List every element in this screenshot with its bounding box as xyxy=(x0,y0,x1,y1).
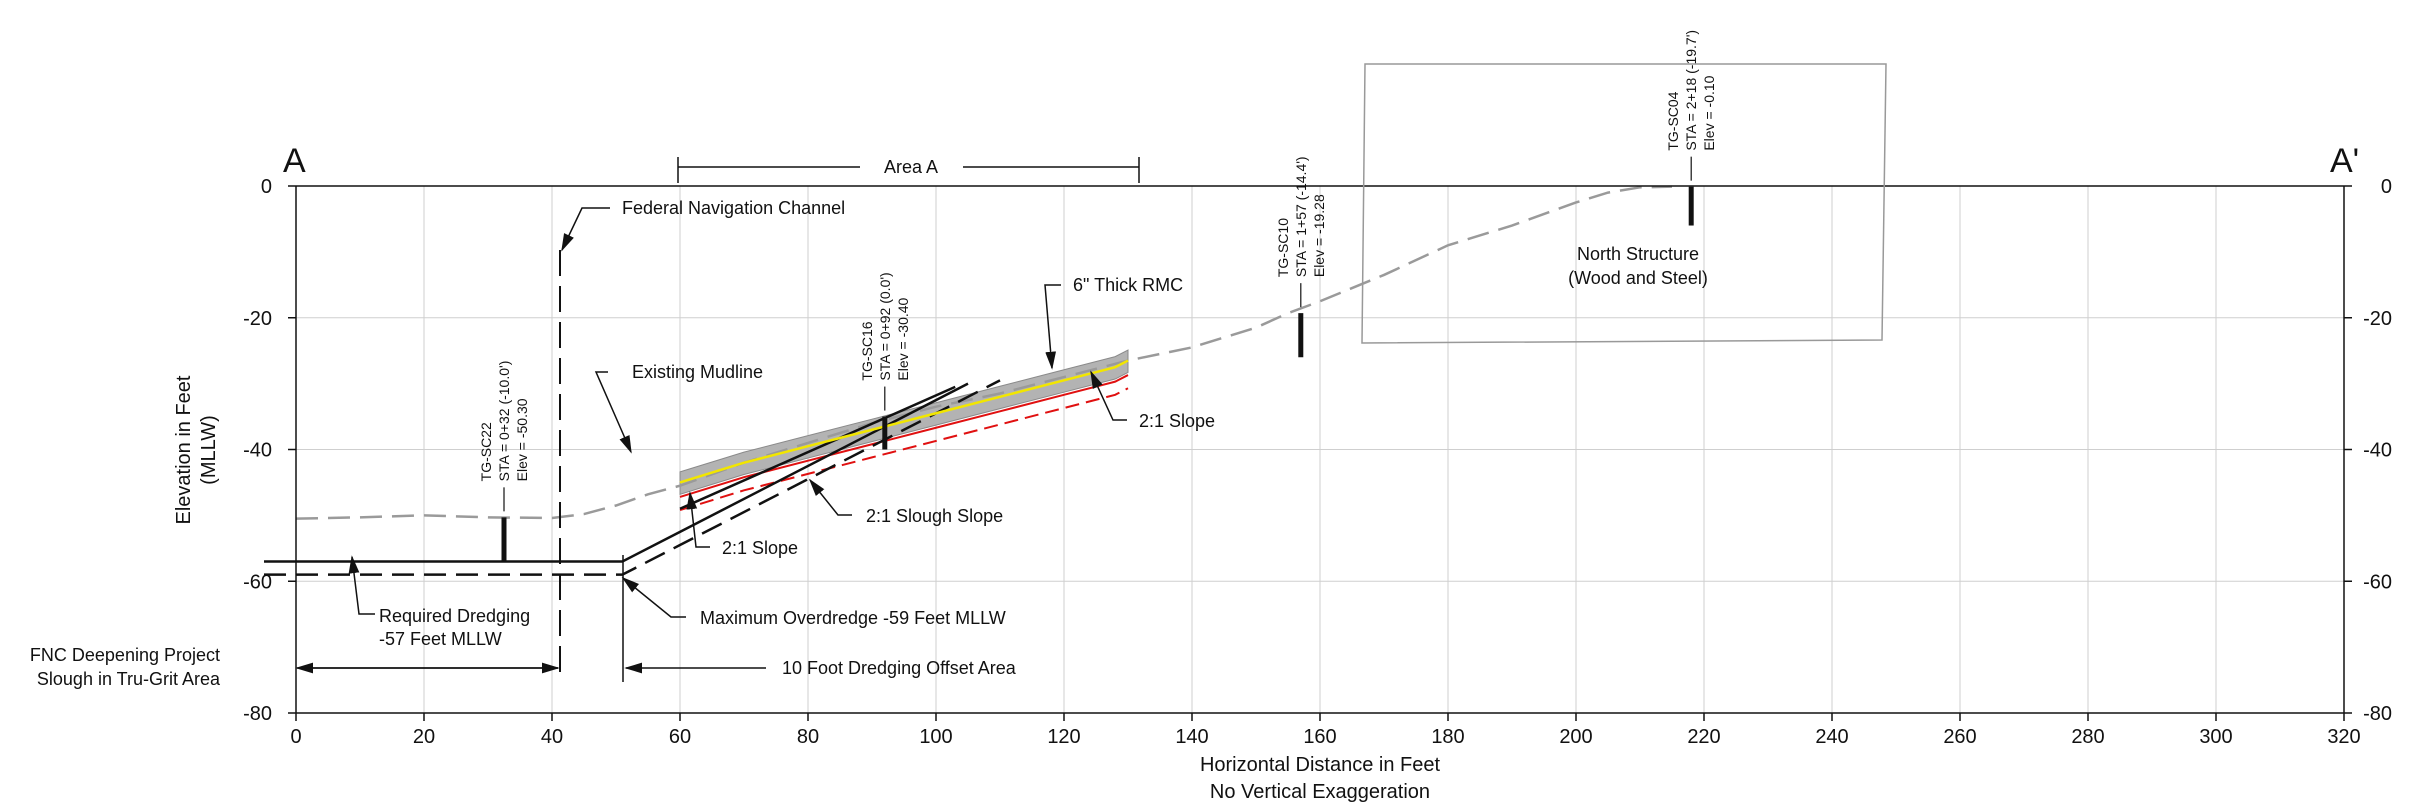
y-tick-label-right: 0 xyxy=(2381,176,2392,198)
boring-label: Elev = -30.40 xyxy=(895,297,911,380)
x-tick-label: 140 xyxy=(1175,726,1208,748)
x-tick-label: 80 xyxy=(797,726,819,748)
north-structure: North Structure (Wood and Steel) xyxy=(1361,63,1887,344)
y-tick-label-left: -60 xyxy=(243,571,272,593)
series-line-2-1-slough-slope xyxy=(679,385,956,510)
series-line-required-dredging xyxy=(264,382,969,563)
grid xyxy=(296,186,2344,713)
boring-label-group: TG-SC16 STA = 0+92 (0.0') Elev = -30.40 xyxy=(859,272,911,380)
x-tick-label: 200 xyxy=(1559,726,1592,748)
existing-mudline-label: Existing Mudline xyxy=(632,362,763,382)
x-axis-title-1: Horizontal Distance in Feet xyxy=(1200,754,1441,776)
boring-label-group: TG-SC10 STA = 1+57 (-14.4') Elev = -19.28 xyxy=(1275,156,1327,277)
x-tick-label: 240 xyxy=(1815,726,1848,748)
x-tick-label: 260 xyxy=(1943,726,1976,748)
leaders xyxy=(295,207,1127,674)
x-axis-title-2: No Vertical Exaggeration xyxy=(1210,781,1430,803)
axis-ticks: 0 20 40 60 80 100 120 140 160 180 200 220 240 260 280 3… xyxy=(243,176,2392,748)
y-axis-title-2: (MLLW) xyxy=(198,415,220,485)
boring-label: Elev = -50.30 xyxy=(514,398,530,481)
slough-slope-label: 2:1 Slough Slope xyxy=(866,506,1003,526)
north-structure-label-2: (Wood and Steel) xyxy=(1568,268,1708,288)
x-tick-label: 60 xyxy=(669,726,691,748)
x-tick-label: 40 xyxy=(541,726,563,748)
area-a-label: Area A xyxy=(884,157,938,177)
section-label-left: A xyxy=(283,142,306,180)
borings: TG-SC22 STA = 0+32 (-10.0') Elev = -50.30T… xyxy=(478,30,1717,562)
fnc-label-1: FNC Deepening Project xyxy=(30,645,220,665)
federal-channel-label: Federal Navigation Channel xyxy=(622,198,845,218)
rmc-red-dashed-line xyxy=(679,387,1129,512)
y-axis-title-1: Elevation in Feet xyxy=(173,375,195,524)
y-tick-label-right: -60 xyxy=(2363,571,2392,593)
boring-label: TG-SC22 xyxy=(478,422,494,481)
x-tick-label: 100 xyxy=(919,726,952,748)
boring-label: TG-SC10 xyxy=(1275,218,1291,277)
boring-label: TG-SC16 xyxy=(859,321,875,380)
boring-label: STA = 0+32 (-10.0') xyxy=(496,361,512,482)
y-tick-label-right: -80 xyxy=(2363,703,2392,725)
y-tick-label-left: -40 xyxy=(243,440,272,462)
boring-label: Elev = -19.28 xyxy=(1311,194,1327,277)
y-tick-label-left: -80 xyxy=(243,703,272,725)
series-line-maximum-overdredge xyxy=(264,379,1001,576)
boring-label: Elev = -0.10 xyxy=(1701,75,1717,150)
x-tick-label: 0 xyxy=(290,726,301,748)
area-a-dimension: Area A xyxy=(677,157,1140,183)
x-tick-label: 220 xyxy=(1687,726,1720,748)
x-tick-label: 20 xyxy=(413,726,435,748)
max-overdredge-label: Maximum Overdredge -59 Feet MLLW xyxy=(700,608,1006,628)
fnc-label-2: Slough in Tru-Grit Area xyxy=(37,669,221,689)
north-structure-label-1: North Structure xyxy=(1577,244,1699,264)
boring-label: STA = 1+57 (-14.4') xyxy=(1293,156,1309,277)
offset-area-label: 10 Foot Dredging Offset Area xyxy=(782,658,1017,678)
x-tick-label: 280 xyxy=(2071,726,2104,748)
x-tick-label: 320 xyxy=(2327,726,2360,748)
y-tick-label-right: -40 xyxy=(2363,440,2392,462)
x-tick-label: 160 xyxy=(1303,726,1336,748)
y-tick-label-left: -20 xyxy=(243,308,272,330)
boring-label-group: TG-SC04 STA = 2+18 (-19.7') Elev = -0.10 xyxy=(1665,30,1717,151)
x-tick-label: 300 xyxy=(2199,726,2232,748)
required-dredging-label-1: Required Dredging xyxy=(379,606,530,626)
boring-label: STA = 2+18 (-19.7') xyxy=(1683,30,1699,151)
rmc-label: 6" Thick RMC xyxy=(1073,275,1183,295)
series-line-existing-mudline xyxy=(295,185,1673,520)
y-tick-label-left: 0 xyxy=(261,176,272,198)
section-label-right: A' xyxy=(2330,142,2359,180)
slope-label-left: 2:1 Slope xyxy=(722,538,798,558)
y-tick-label-right: -20 xyxy=(2363,308,2392,330)
boring-label-group: TG-SC22 STA = 0+32 (-10.0') Elev = -50.30 xyxy=(478,361,530,482)
boring-label: TG-SC04 xyxy=(1665,91,1681,150)
required-dredging-label-2: -57 Feet MLLW xyxy=(379,629,502,649)
x-tick-label: 120 xyxy=(1047,726,1080,748)
slope-label-right: 2:1 Slope xyxy=(1139,411,1215,431)
boring-label: STA = 0+92 (0.0') xyxy=(877,272,893,380)
x-tick-label: 180 xyxy=(1431,726,1464,748)
